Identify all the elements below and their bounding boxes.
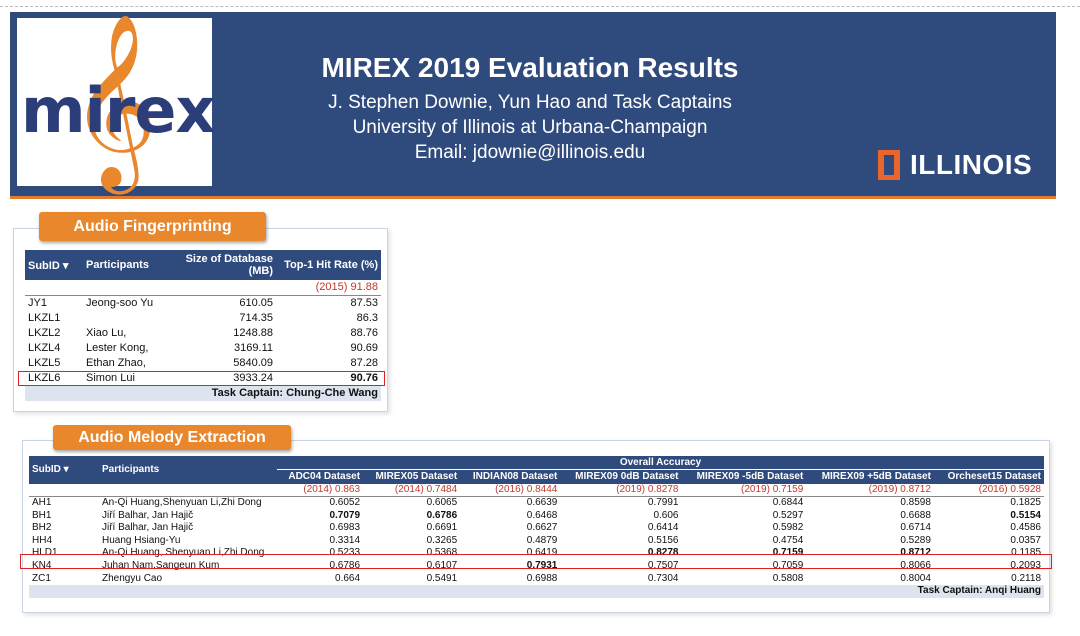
header-accent-bar bbox=[10, 196, 1056, 199]
col-dataset: MIREX09 -5dB Dataset bbox=[681, 469, 807, 484]
table-row: LKZL1 714.35 86.3 bbox=[28, 312, 378, 324]
logo-text: mirex bbox=[21, 74, 215, 147]
illinois-block-i-icon bbox=[878, 150, 900, 180]
mirex-logo: 𝄞 mirex bbox=[17, 13, 215, 187]
col-dataset: Orcheset15 Dataset bbox=[933, 469, 1044, 484]
baseline-value: (2014) 0.863 bbox=[277, 483, 364, 498]
baseline-value: (2016) 0.8444 bbox=[460, 483, 561, 498]
table-row: LKZL5 Ethan Zhao, 5840.09 87.28 bbox=[28, 357, 378, 369]
baseline-value: (2019) 0.7159 bbox=[681, 483, 807, 498]
highlight-box bbox=[18, 371, 385, 386]
page-title: MIREX 2019 Evaluation Results bbox=[321, 52, 739, 83]
baseline-value: (2019) 0.8712 bbox=[806, 483, 934, 498]
table-row: LKZL2 Xiao Lu, 1248.88 88.76 bbox=[28, 327, 378, 339]
baseline-value: (2016) 0.5928 bbox=[933, 483, 1044, 498]
illinois-brand: ILLINOIS bbox=[878, 148, 1032, 182]
fingerprint-task-captain: Task Captain: Chung-Che Wang bbox=[25, 386, 381, 401]
hit-rate-baseline: (2015) 91.88 bbox=[276, 280, 381, 296]
col-dataset: MIREX09 +5dB Dataset bbox=[806, 469, 934, 484]
overall-accuracy-header: Overall Accuracy bbox=[277, 456, 1044, 470]
email-line: Email: jdownie@illinois.edu bbox=[414, 142, 646, 163]
highlight-box bbox=[20, 554, 1052, 569]
col-subid[interactable]: SubID ▾ bbox=[25, 250, 83, 280]
melody-task-captain: Task Captain: Anqi Huang bbox=[29, 585, 1044, 598]
col-dataset: MIREX05 Dataset bbox=[363, 469, 461, 484]
col-hit-rate: Top-1 Hit Rate (%) bbox=[276, 250, 381, 280]
fingerprint-table: SubID ▾ Participants Size of Database (M… bbox=[25, 250, 381, 401]
authors-line: J. Stephen Downie, Yun Hao and Task Capt… bbox=[328, 92, 732, 113]
treble-clef-icon: 𝄞 bbox=[69, 13, 158, 187]
col-participants: Participants bbox=[83, 250, 178, 280]
melody-section-badge: Audio Melody Extraction bbox=[53, 425, 291, 450]
melody-table: SubID ▾ Participants Overall Accuracy AD… bbox=[29, 456, 1044, 598]
institution-line: University of Illinois at Urbana-Champai… bbox=[352, 117, 708, 138]
table-row: ZC1 Zhengyu Cao 0.664 0.5491 0.6988 0.73… bbox=[32, 572, 1041, 584]
table-row: KN4 Juhan Nam,Sangeun Kum 0.6786 0.6107 … bbox=[32, 560, 1041, 572]
col-participants: Participants bbox=[99, 456, 277, 484]
fingerprint-section-badge: Audio Fingerprinting bbox=[39, 212, 266, 241]
table-row: LKZL4 Lester Kong, 3169.11 90.69 bbox=[28, 342, 378, 354]
table-row: JY1 Jeong-soo Yu 610.05 87.53 bbox=[28, 297, 378, 309]
col-dataset: INDIAN08 Dataset bbox=[460, 469, 561, 484]
col-subid[interactable]: SubID ▾ bbox=[29, 456, 99, 484]
table-row: BH1 Jiří Balhar, Jan Hajič 0.7079 0.6786… bbox=[32, 509, 1041, 521]
col-db-size: Size of Database (MB) bbox=[178, 250, 276, 280]
table-row-highlighted: LKZL6 Simon Lui 3933.24 90.76 bbox=[28, 372, 378, 384]
top-divider bbox=[0, 6, 1080, 7]
table-row: AH1 An-Qi Huang,Shenyuan Li,Zhi Dong 0.6… bbox=[32, 497, 1041, 509]
table-row: BH2 Jiří Balhar, Jan Hajič 0.6983 0.6691… bbox=[32, 522, 1041, 534]
table-row: HH4 Huang Hsiang-Yu 0.3314 0.3265 0.4879… bbox=[32, 534, 1041, 546]
baseline-value: (2019) 0.8278 bbox=[560, 483, 682, 498]
illinois-wordmark: ILLINOIS bbox=[910, 149, 1033, 180]
baseline-value: (2014) 0.7484 bbox=[363, 483, 461, 498]
col-dataset: MIREX09 0dB Dataset bbox=[560, 469, 682, 484]
table-row-highlighted: HLD1 An-Qi Huang, Shenyuan Li,Zhi Dong 0… bbox=[32, 547, 1041, 559]
col-dataset: ADC04 Dataset bbox=[277, 469, 364, 484]
